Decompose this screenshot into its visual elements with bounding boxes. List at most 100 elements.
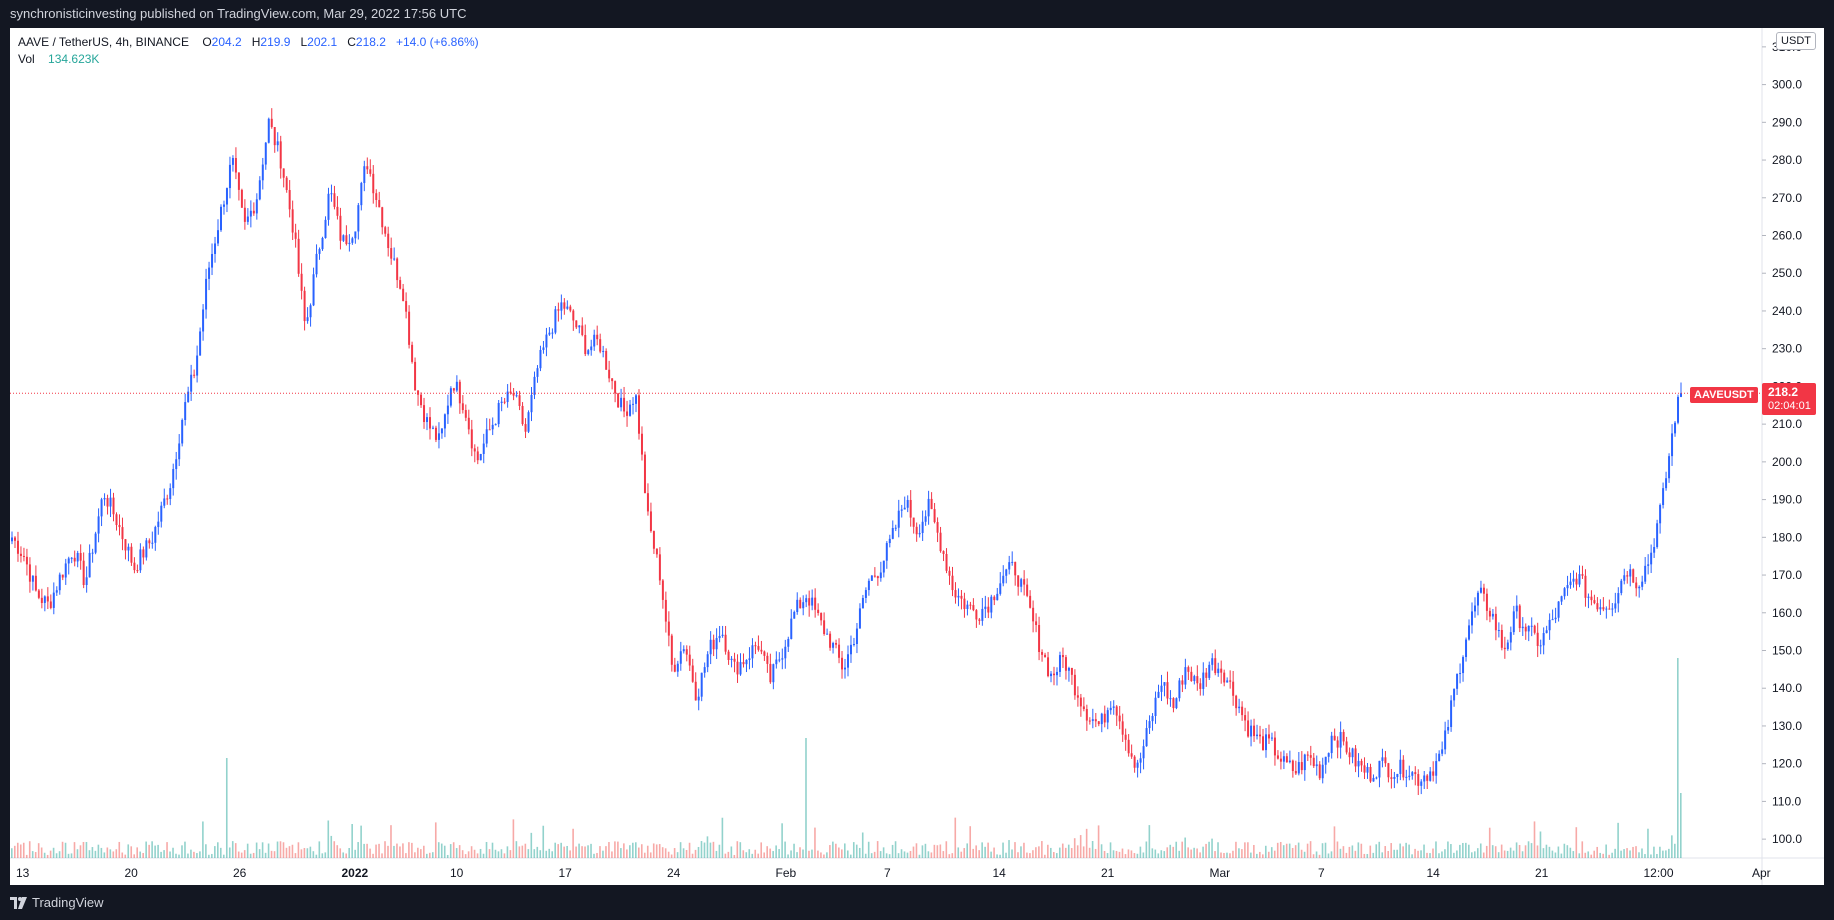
candle-body [688,654,691,666]
volume-bar [864,853,867,858]
candle-body [1032,607,1035,622]
volume-bar [1235,841,1237,858]
volume-bar [1339,848,1342,858]
chart-legend: AAVE / TetherUS, 4h, BINANCE O204.2 H219… [18,34,479,68]
candle-body [1524,626,1527,632]
volume-bar [181,845,183,858]
candle-body [1677,396,1680,423]
volume-bar [1629,850,1631,858]
candle-body [431,427,434,429]
candle-body [679,651,682,664]
volume-bar [261,842,264,858]
volume-bar [1665,850,1667,858]
volume-bar [208,854,210,858]
candle-body [936,522,939,533]
volume-bar [136,847,138,858]
volume-bar [1360,843,1363,858]
candle-body [399,280,402,289]
volume-bar [1584,852,1587,858]
candle-body [1545,630,1548,634]
volume-bar [1524,845,1527,858]
candle-body [13,537,16,541]
volume-bar [1178,850,1181,858]
candle-body [1067,667,1070,671]
candle-body [1262,736,1265,751]
price-axis-label: 230.0 [1772,342,1802,356]
volume-bar [1163,851,1166,858]
volume-bar [1238,848,1240,858]
candle-body [832,643,835,648]
candle-body [1041,652,1044,655]
candle-body [258,180,261,200]
candle-body [605,350,608,370]
candle-body [1515,605,1518,612]
volume-bar [279,841,282,858]
volume-bar [22,842,25,858]
candle-body [31,575,34,582]
candle-body [414,361,417,391]
volume-bar [1509,847,1512,858]
candle-body [581,325,584,335]
price-axis-label: 210.0 [1772,417,1802,431]
candle-body [351,238,354,243]
price-axis-label: 190.0 [1772,493,1802,507]
currency-button[interactable]: USDT [1776,32,1816,50]
volume-bar [1109,842,1112,858]
candle-body [1417,774,1420,786]
candle-body [1318,764,1321,779]
volume-bar [1611,852,1613,858]
brand-text: TradingView [32,895,104,910]
volume-bar [1127,849,1130,858]
volume-bar [587,845,589,858]
volume-bar [1250,852,1252,858]
candle-body [1426,775,1429,781]
candle-body [1387,763,1390,778]
volume-bar [1091,841,1094,858]
open-value: 204.2 [211,35,242,49]
volume-bar [67,853,70,858]
candle-body [225,188,228,205]
candle-body [208,267,211,279]
volume-bar [237,851,240,858]
volume-bar [82,841,85,858]
volume-bar [88,850,91,858]
volume-bar [491,842,494,858]
volume-bar [1366,853,1369,858]
candle-body [635,395,638,404]
candle-body [1259,734,1262,737]
candle-body [482,443,485,455]
volume-bar [742,850,745,858]
candle-body [22,555,25,557]
volume-bar [1064,847,1067,858]
volume-bar [969,826,972,858]
candle-body [1629,569,1632,577]
candle-body [563,302,566,309]
volume-bar [730,846,733,858]
volume-label[interactable]: Vol [18,52,35,66]
volume-bar [1244,842,1246,858]
volume-bar [1375,844,1378,858]
volume-bar [1485,845,1488,858]
symbol-title[interactable]: AAVE / TetherUS, 4h, BINANCE [18,35,189,49]
candlestick-chart[interactable]: 100.0 110.0 120.0 130.0 140.0 150.0 160.0 170.0… [10,28,1824,885]
volume-bar [1196,848,1198,858]
price-axis-label: 250.0 [1772,266,1802,280]
volume-bar [1548,846,1551,858]
candle-body [930,498,933,510]
volume-bar [142,853,144,858]
candle-body [718,635,721,639]
candle-body [440,428,443,434]
volume-bar [411,842,413,858]
candle-body [1235,695,1238,709]
candle-body [1381,757,1384,761]
candle-body [1029,595,1032,608]
candle-body [1351,748,1354,758]
candle-body [1405,776,1408,778]
candle-body [118,525,121,528]
candle-body [1297,762,1300,774]
volume-bar [1503,850,1506,858]
volume-bar [996,854,998,858]
volume-bar [1315,851,1318,858]
candle-body [835,643,838,645]
chart-area[interactable]: 100.0 110.0 120.0 130.0 140.0 150.0 160.0 170.0… [10,28,1824,885]
